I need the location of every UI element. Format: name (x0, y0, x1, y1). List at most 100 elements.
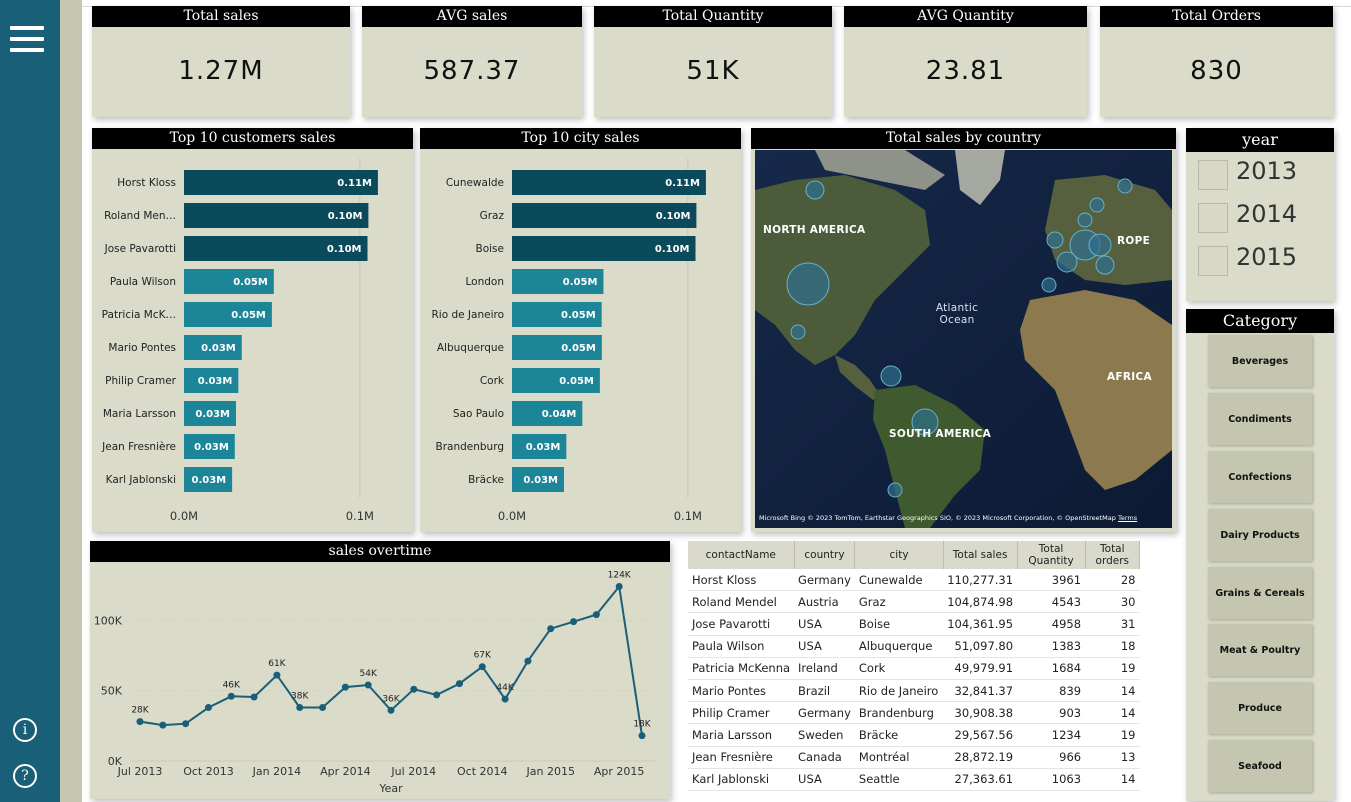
column-header[interactable]: Total orders (1085, 541, 1141, 569)
sales-table[interactable]: contactName country city Total sales Tot… (688, 541, 1141, 791)
column-header[interactable]: city (854, 541, 944, 569)
data-point[interactable] (159, 721, 167, 729)
checkbox[interactable] (1198, 160, 1228, 190)
data-point[interactable] (136, 718, 144, 726)
data-point[interactable] (638, 732, 646, 740)
bar[interactable] (184, 302, 272, 327)
column-header[interactable]: Total Quantity (1017, 541, 1086, 569)
category-button-beverages[interactable]: Beverages (1208, 335, 1312, 387)
column-header[interactable]: country (794, 541, 856, 569)
data-point[interactable] (341, 683, 349, 691)
table-row[interactable]: Philip Cramer Germany Brandenburg 30,908.38… (688, 701, 1140, 725)
bar[interactable] (184, 368, 239, 393)
bar[interactable] (512, 434, 567, 459)
slicer-year[interactable]: year 2013 2014 2015 (1186, 128, 1334, 301)
table-row[interactable]: Maria Larsson Sweden Bräcke 29,567.56 1234 19 (688, 723, 1140, 747)
bar[interactable] (184, 434, 235, 459)
chart-top-cities[interactable]: Top 10 city sales Cunewalde 0.11M Graz 0.10… (420, 128, 741, 532)
x-tick-label: 0.0M (170, 509, 198, 523)
bar[interactable] (512, 368, 600, 393)
bar-data-label: 0.03M (191, 475, 226, 486)
table-row[interactable]: Jose Pavarotti USA Boise 104,361.95 4958 31 (688, 612, 1140, 636)
data-point[interactable] (227, 692, 235, 700)
bar[interactable] (512, 236, 696, 261)
data-point[interactable] (455, 680, 463, 688)
bar[interactable] (512, 269, 604, 294)
table-row[interactable]: Mario Pontes Brazil Rio de Janeiro 32,841.3… (688, 679, 1140, 703)
bar[interactable] (512, 467, 564, 492)
bar[interactable] (512, 302, 602, 327)
bar[interactable] (184, 401, 236, 426)
data-point[interactable] (478, 663, 486, 671)
data-point[interactable] (592, 611, 600, 619)
data-point[interactable] (182, 720, 190, 728)
info-icon[interactable]: i (13, 718, 37, 742)
chart-top-customers[interactable]: Top 10 customers sales Horst Kloss 0.11M R… (92, 128, 413, 532)
data-point[interactable] (319, 704, 327, 712)
help-icon[interactable]: ? (13, 764, 37, 788)
category-button-confections[interactable]: Confections (1208, 451, 1312, 503)
data-point[interactable] (570, 618, 578, 626)
map-total-sales-by-country[interactable]: Total sales by country (751, 128, 1176, 532)
bar[interactable] (184, 203, 369, 228)
table-row[interactable]: Paula Wilson USA Albuquerque 51,097.80 1383 1… (688, 635, 1140, 658)
bar-category-label: Roland Men… (104, 210, 176, 222)
kpi-title: AVG sales (362, 6, 582, 27)
data-point[interactable] (204, 704, 212, 712)
data-point[interactable] (615, 582, 623, 590)
category-button-produce[interactable]: Produce (1208, 682, 1312, 734)
table-cell: Jean Fresnière (688, 746, 795, 769)
data-point[interactable] (433, 691, 441, 699)
bar[interactable] (512, 203, 697, 228)
category-button-grains[interactable]: Grains & Cereals (1208, 567, 1312, 619)
column-header[interactable]: contactName (688, 541, 795, 569)
table-cell: 966 (1017, 746, 1086, 769)
checkbox[interactable] (1198, 203, 1228, 233)
data-point[interactable] (524, 657, 532, 665)
data-point[interactable] (250, 693, 258, 701)
category-button-dairy[interactable]: Dairy Products (1208, 509, 1312, 561)
menu-icon[interactable] (10, 26, 44, 56)
bar-chart-customers[interactable]: Horst Kloss 0.11M Roland Men… 0.10M Jose Pav… (92, 128, 413, 532)
bar-category-label: Cork (480, 375, 505, 387)
data-point[interactable] (364, 681, 372, 689)
table-cell: Karl Jablonski (688, 768, 795, 791)
checkbox[interactable] (1198, 246, 1228, 276)
category-button-condiments[interactable]: Condiments (1208, 393, 1312, 445)
bar[interactable] (512, 170, 706, 195)
bar[interactable] (512, 335, 602, 360)
data-point[interactable] (273, 671, 281, 679)
bar-chart-cities[interactable]: Cunewalde 0.11M Graz 0.10M Boise 0.10M London 0… (420, 128, 741, 532)
bar[interactable] (184, 269, 274, 294)
data-point[interactable] (296, 704, 304, 712)
category-button-meat[interactable]: Meat & Poultry (1208, 624, 1312, 676)
chart-sales-overtime[interactable]: sales overtime 0K 50K 100K 28K 46K 61K 38K 54K 3… (90, 541, 670, 799)
map-terms-link[interactable]: Terms (1117, 514, 1138, 522)
table-row[interactable]: Horst Kloss Germany Cunewalde 110,277.31 396… (688, 569, 1140, 592)
x-tick-label: Jul 2014 (390, 765, 436, 778)
table-row[interactable]: Patricia McKenna Ireland Cork 49,979.91 1684… (688, 657, 1140, 680)
data-point[interactable] (547, 625, 555, 633)
data-point[interactable] (501, 695, 509, 703)
table-row[interactable]: Karl Jablonski USA Seattle 27,363.61 1063 14 (688, 768, 1140, 791)
bar-category-label: Maria Larsson (103, 408, 176, 420)
table-row[interactable]: Jean Fresnière Canada Montréal 28,872.19 966… (688, 746, 1140, 769)
column-header-sorted[interactable]: Total sales (943, 541, 1018, 569)
table-row[interactable]: Roland Mendel Austria Graz 104,874.98 4543 30 (688, 590, 1140, 614)
slicer-category[interactable]: Category Beverages Condiments Confection… (1186, 309, 1334, 801)
bar[interactable] (184, 467, 233, 492)
data-point[interactable] (410, 685, 418, 693)
map-canvas[interactable]: NORTH AMERICA Atlantic Ocean ROPE AFRICA… (755, 150, 1172, 528)
category-button-seafood[interactable]: Seafood (1208, 740, 1312, 792)
bar[interactable] (184, 335, 242, 360)
line-chart[interactable]: 0K 50K 100K 28K 46K 61K 38K 54K 36K 67K 44K 124K 18K… (90, 541, 670, 799)
bar-category-label: London (466, 276, 505, 288)
bar[interactable] (512, 401, 583, 426)
bar[interactable] (184, 236, 368, 261)
data-point[interactable] (387, 706, 395, 714)
x-tick-label: 0.0M (498, 509, 526, 523)
bar-data-label: 0.03M (523, 475, 558, 486)
bar[interactable] (184, 170, 378, 195)
table-cell: 30 (1085, 590, 1140, 614)
kpi-title: Total Orders (1100, 6, 1333, 27)
